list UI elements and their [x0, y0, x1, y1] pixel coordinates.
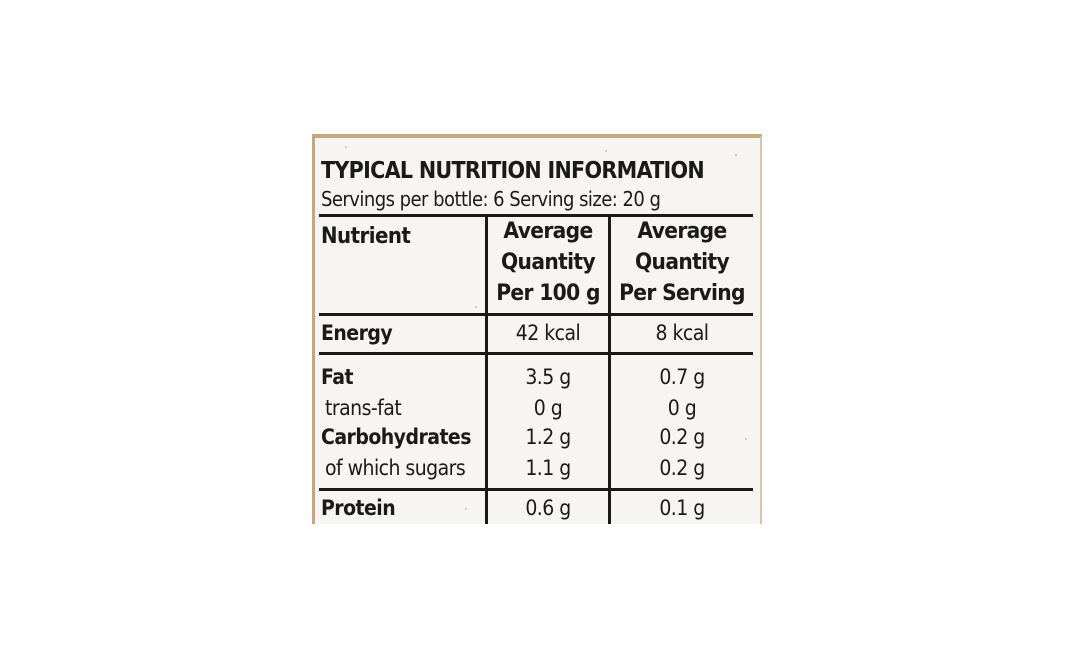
servings-info: Servings per bottle: 6 Serving size: 20 … — [321, 187, 661, 211]
header-per-serving-line2: Quantity — [634, 250, 730, 275]
speck — [475, 306, 477, 308]
row-sugars-name: of which sugars — [325, 456, 466, 480]
header-per-100g-line1: Average — [503, 219, 593, 244]
row-energy-per100: 42 kcal — [515, 321, 581, 345]
row-protein-serving: 0.1 g — [659, 496, 705, 520]
speck — [735, 154, 737, 156]
header-per-serving: Average Quantity Per Serving — [617, 216, 748, 309]
speck — [605, 150, 607, 152]
column-divider-2 — [608, 214, 611, 524]
row-trans-fat-serving: 0 g — [667, 396, 697, 420]
row-fat-name: Fat — [321, 365, 354, 389]
speck — [345, 146, 347, 148]
row-carbohydrates-serving: 0.2 g — [659, 425, 705, 449]
speck — [745, 438, 747, 440]
header-per-100g-line2: Quantity — [500, 250, 596, 275]
row-sugars-per100: 1.1 g — [525, 456, 571, 480]
row-energy-serving: 8 kcal — [655, 321, 710, 345]
rule-top — [319, 214, 753, 217]
column-divider-1 — [485, 214, 488, 524]
rule-after-energy — [319, 352, 753, 355]
header-per-100g: Average Quantity Per 100 g — [493, 216, 603, 309]
header-per-serving-line3: Per Serving — [619, 281, 745, 306]
row-protein-per100: 0.6 g — [525, 496, 571, 520]
row-protein-name: Protein — [321, 496, 396, 520]
row-fat-serving: 0.7 g — [659, 365, 705, 389]
row-trans-fat-per100: 0 g — [533, 396, 563, 420]
row-energy-name: Energy — [321, 321, 393, 345]
nutrition-title: TYPICAL NUTRITION INFORMATION — [321, 158, 705, 184]
row-carbohydrates-name: Carbohydrates — [321, 425, 471, 449]
row-fat-per100: 3.5 g — [525, 365, 571, 389]
nutrition-label: TYPICAL NUTRITION INFORMATION Servings p… — [312, 134, 762, 524]
speck — [695, 334, 697, 336]
rule-after-sugars — [319, 488, 753, 491]
header-per-serving-line1: Average — [637, 219, 727, 244]
row-carbohydrates-per100: 1.2 g — [525, 425, 571, 449]
row-trans-fat-name: trans-fat — [325, 396, 402, 420]
rule-after-header — [319, 313, 753, 316]
header-nutrient: Nutrient — [321, 224, 411, 249]
row-sugars-serving: 0.2 g — [659, 456, 705, 480]
header-per-100g-line3: Per 100 g — [496, 281, 600, 306]
speck — [465, 508, 467, 510]
